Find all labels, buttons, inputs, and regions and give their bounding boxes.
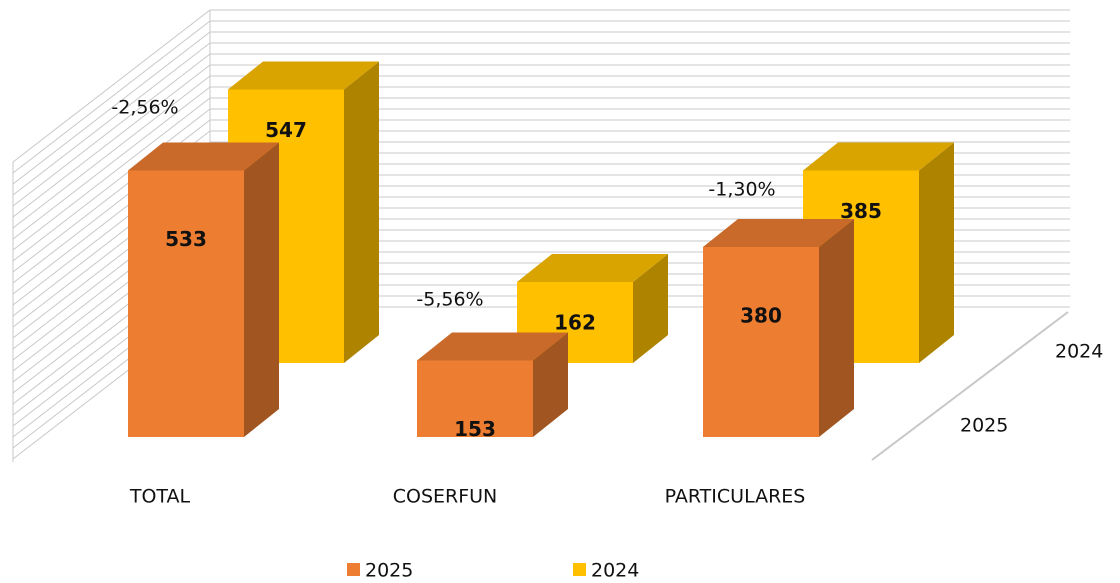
floor-edge [871, 311, 1069, 461]
bar-side [533, 332, 568, 437]
wall-line [12, 20, 211, 174]
bar-top [517, 254, 668, 282]
depth-label: 2025 [960, 415, 1008, 437]
category-label: PARTICULARES [665, 486, 806, 508]
legend-label: 2024 [591, 560, 639, 582]
legend-swatch [573, 563, 586, 576]
annotation: -5,56% [416, 289, 483, 311]
value-label: 153 [454, 417, 496, 441]
legend-swatch [347, 563, 360, 576]
wall-line [12, 86, 211, 240]
category-label: COSERFUN [393, 486, 498, 508]
bar-top [417, 332, 568, 361]
bar [128, 170, 244, 437]
annotation: -1,30% [708, 179, 775, 201]
bar-side [633, 254, 668, 363]
value-label: 380 [740, 304, 782, 328]
value-label: 162 [554, 311, 596, 335]
annotation: -2,56% [111, 97, 178, 119]
wall-line [12, 53, 211, 207]
bar-top [803, 142, 954, 171]
bar [417, 360, 533, 437]
bar-side [819, 219, 854, 437]
depth-label: 2024 [1055, 341, 1103, 363]
value-label: 533 [165, 227, 207, 251]
bar [703, 247, 819, 437]
bar-side [244, 142, 279, 437]
wall-line [12, 108, 211, 262]
legend-label: 2025 [365, 560, 413, 582]
wall-line [12, 75, 211, 229]
category-label: TOTAL [129, 486, 191, 508]
bar-top [228, 61, 379, 90]
wall-line [12, 31, 211, 185]
bar-top [703, 219, 854, 247]
wall-line [12, 64, 211, 218]
value-label: 547 [265, 118, 307, 142]
bar-side [919, 142, 954, 363]
wall-line [12, 9, 211, 163]
bar-top [128, 142, 279, 171]
wall-line [12, 97, 211, 251]
bar-side [344, 61, 379, 363]
wall-line [12, 42, 211, 196]
